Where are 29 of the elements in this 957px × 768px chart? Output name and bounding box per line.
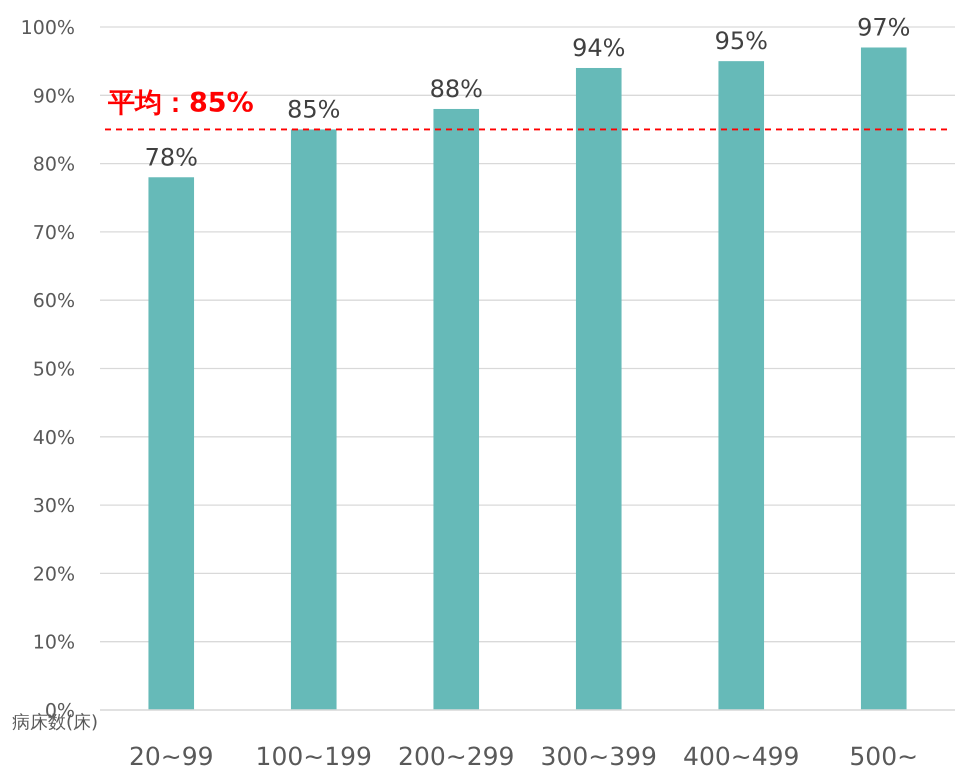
x-tick-label: 400~499 (683, 742, 800, 768)
bar (148, 177, 194, 710)
data-label: 94% (572, 34, 626, 62)
bar (290, 129, 337, 710)
data-label: 95% (714, 27, 768, 56)
x-tick-label: 100~199 (256, 742, 372, 768)
bar (433, 108, 480, 710)
x-tick-label: 300~399 (540, 742, 657, 768)
y-tick-label: 50% (32, 358, 75, 380)
x-tick-label: 20~99 (128, 742, 214, 768)
data-label: 85% (287, 95, 340, 124)
y-tick-label: 60% (32, 290, 75, 312)
data-label: 88% (430, 74, 483, 103)
y-tick-label: 30% (32, 495, 75, 518)
x-tick-label: 500~ (849, 742, 918, 768)
y-tick-label: 70% (32, 222, 75, 244)
bar (718, 61, 764, 710)
data-label: 78% (144, 143, 198, 172)
y-tick-label: 20% (32, 563, 75, 586)
x-tick-label: 200~299 (398, 742, 514, 768)
y-tick-label: 40% (32, 426, 75, 449)
ref-line-label: 平均：85% (107, 87, 254, 118)
data-label: 97% (857, 13, 910, 42)
y-tick-label: 10% (32, 632, 75, 654)
y-tick-label: 80% (32, 154, 75, 176)
bar (576, 68, 622, 710)
y-tick-label: 90% (32, 85, 75, 108)
y-tick-label: 100% (20, 17, 75, 39)
bar (860, 47, 907, 710)
